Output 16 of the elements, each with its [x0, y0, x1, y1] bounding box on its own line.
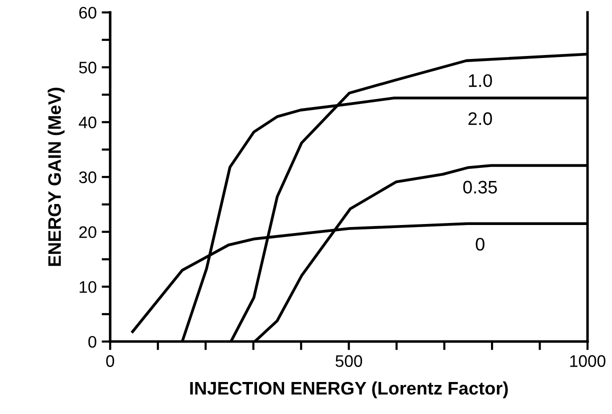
- x-tick-label: 500: [336, 355, 362, 367]
- y-tick-label: 30: [79, 171, 96, 184]
- y-axis-title: ENERGY GAIN (MeV): [48, 88, 65, 266]
- x-axis-title: INJECTION ENERGY (Lorentz Factor): [190, 381, 508, 398]
- y-tick-label: 60: [79, 6, 96, 19]
- y-tick-label: 40: [78, 116, 96, 128]
- y-tick-label: 50: [79, 62, 96, 74]
- series-label: 1.0: [468, 74, 492, 88]
- series-label: 0: [476, 238, 484, 251]
- series-label: 2.0: [468, 112, 492, 126]
- y-tick-label: 20: [79, 226, 96, 238]
- x-tick-label: 1000: [570, 355, 606, 367]
- x-tick-label: 0: [106, 355, 114, 367]
- series-label: 0.35: [463, 180, 497, 194]
- y-tick-label: 0: [88, 336, 96, 348]
- y-tick-label: 10: [80, 281, 96, 293]
